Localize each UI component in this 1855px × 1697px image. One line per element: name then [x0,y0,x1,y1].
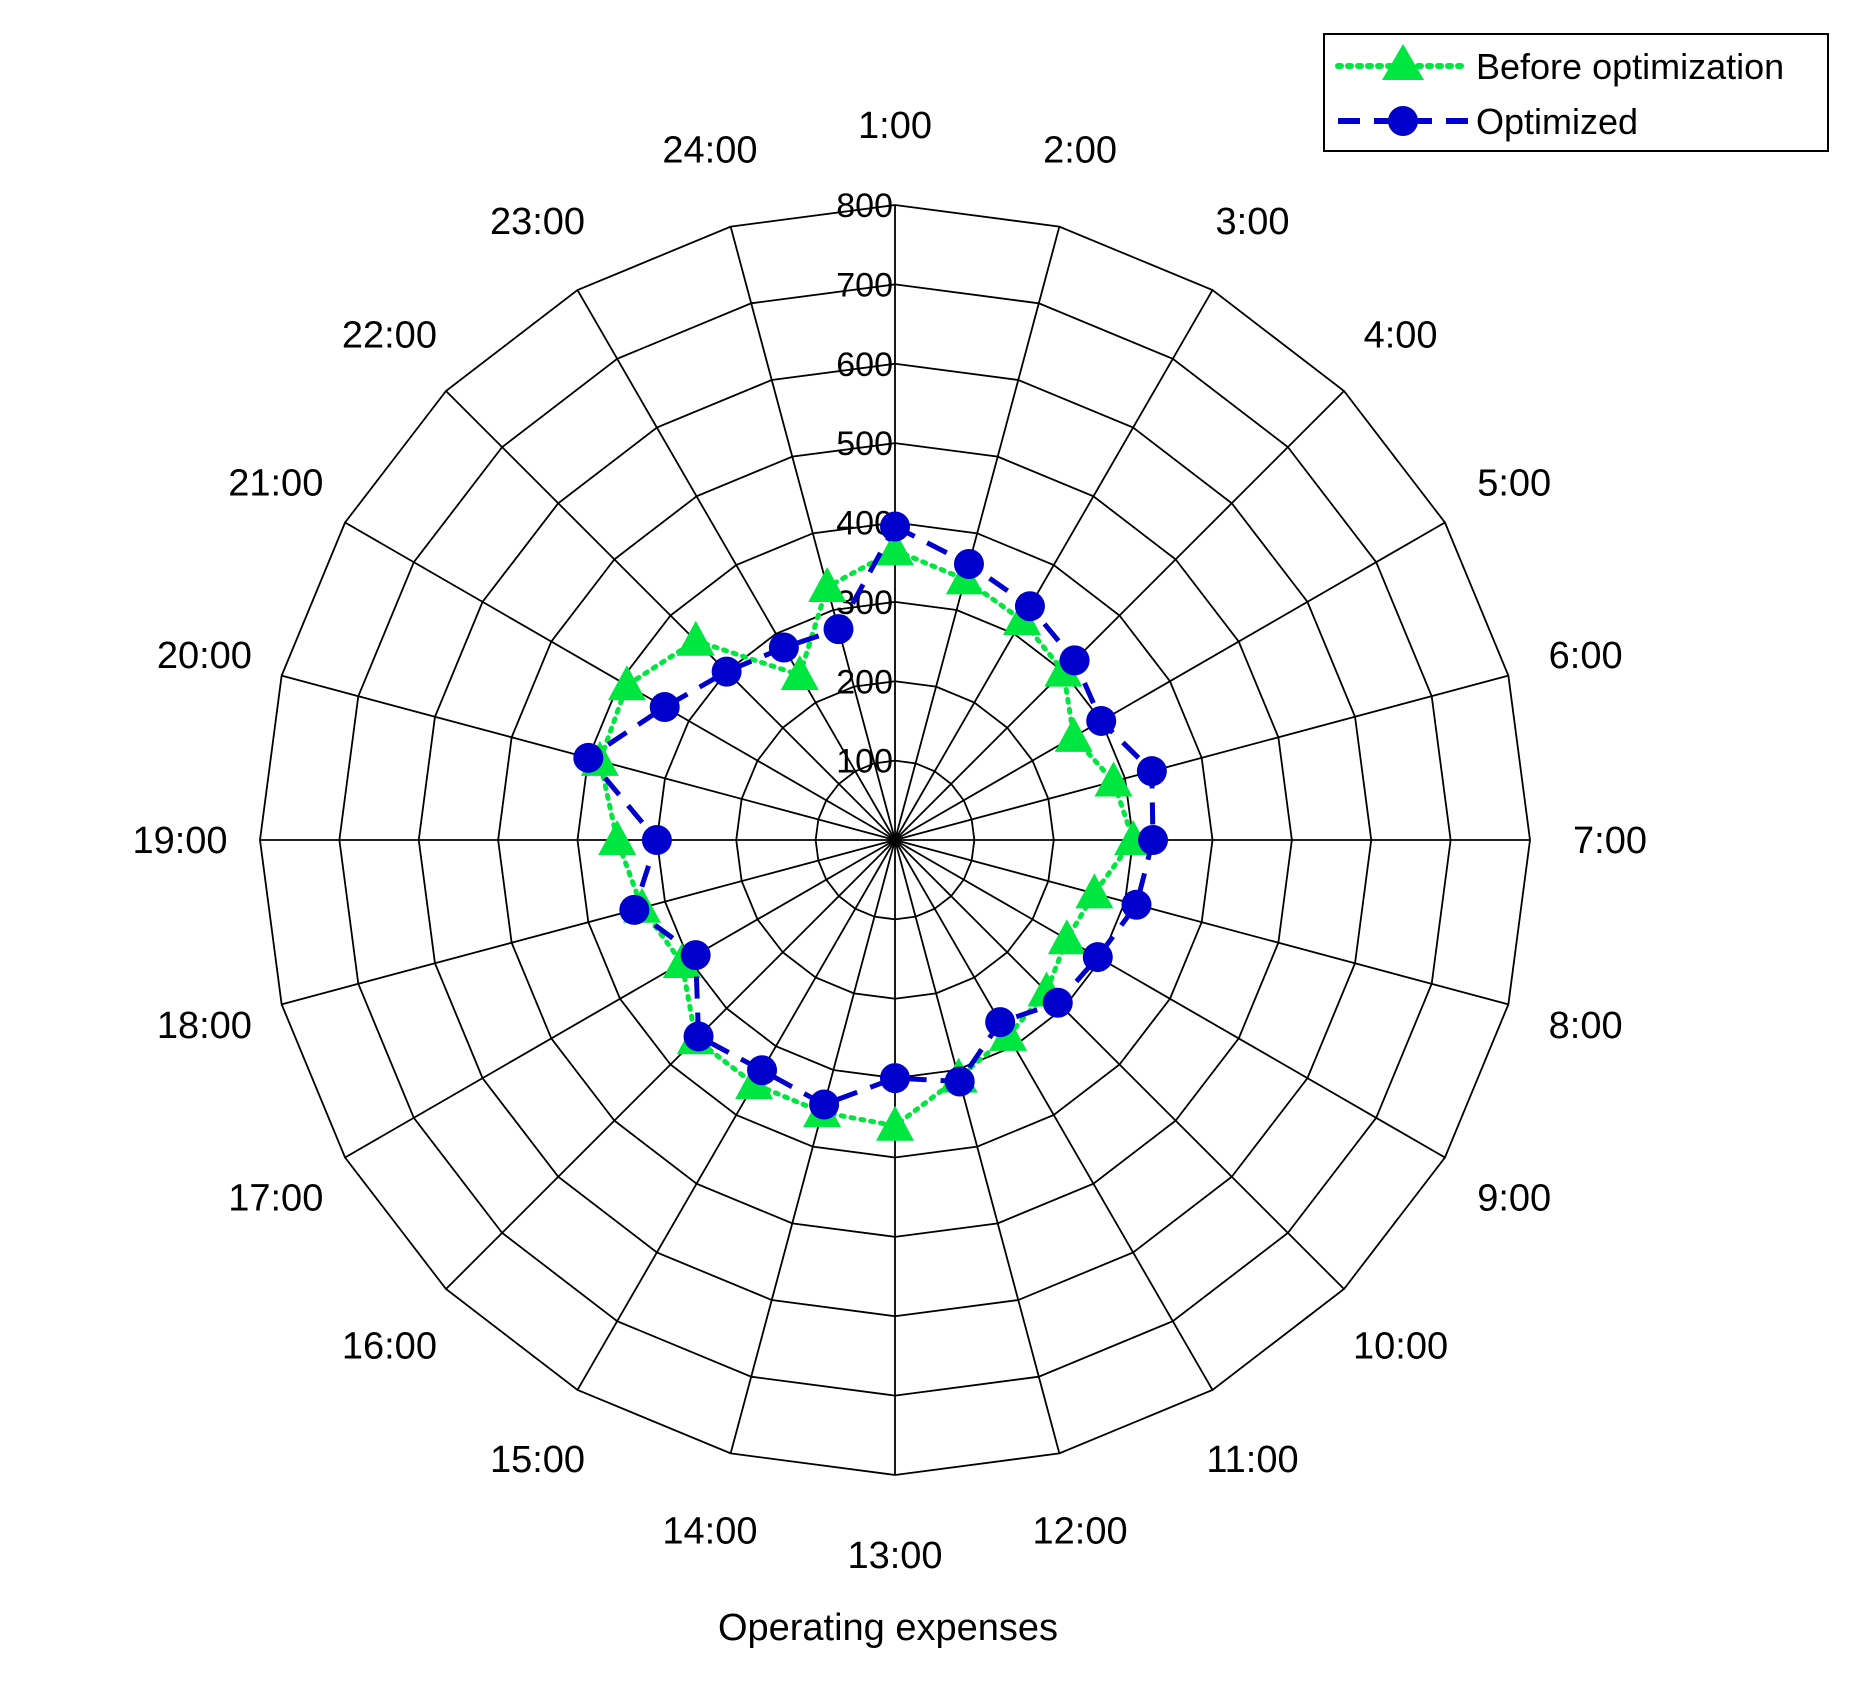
grid-spoke [576,289,896,841]
data-point-circle [747,1055,778,1086]
grid-spoke [729,226,896,841]
grid-spoke [894,839,1446,1159]
grid-spoke [894,839,1509,1006]
data-point-triangle [1047,919,1086,955]
grid-spoke [445,390,896,841]
hour-label: 17:00 [228,1178,323,1220]
hour-label: 7:00 [1573,820,1647,862]
data-point-triangle [780,655,819,691]
hour-label: 12:00 [1033,1511,1128,1553]
radial-tick-label: 600 [836,346,893,384]
x-axis-label: Operating expenses [718,1607,1058,1649]
data-point-circle [649,692,680,723]
data-point-triangle [676,620,715,656]
grid-spoke [894,289,1214,841]
legend: Before optimization Optimized [1323,33,1829,152]
series-optimized [573,511,1168,1120]
data-point-circle [1082,942,1113,973]
radial-tick-label: 700 [836,266,893,304]
data-point-circle [944,1066,975,1097]
hour-label: 23:00 [490,201,585,243]
hour-label: 5:00 [1477,463,1551,505]
radial-tick-label: 500 [836,425,893,463]
legend-marker-circle [1388,106,1418,136]
data-point-circle [985,1007,1016,1038]
grid-spoke [344,839,896,1159]
data-point-circle [1086,705,1117,736]
data-point-circle [1121,889,1152,920]
data-point-circle [953,548,984,579]
hour-label: 13:00 [847,1535,942,1577]
hour-label: 15:00 [490,1439,585,1481]
data-point-triangle [876,1105,914,1141]
data-point-circle [768,632,799,663]
radial-tick-label: 300 [836,584,893,622]
data-point-triangle [1054,716,1093,752]
data-point-circle [619,894,650,925]
grid-spoke [729,839,896,1454]
data-series [573,511,1168,1141]
data-point-circle [1059,645,1090,676]
hour-label: 22:00 [342,314,437,356]
hour-label: 11:00 [1206,1439,1298,1481]
hour-label: 16:00 [342,1326,437,1368]
radar-spokes [260,205,1530,1475]
hour-label: 20:00 [157,635,252,677]
hour-label: 14:00 [662,1511,757,1553]
data-point-triangle [607,665,646,701]
data-point-circle [880,511,910,542]
grid-spoke [894,839,1214,1391]
hour-label: 24:00 [662,129,757,171]
data-point-circle [1014,591,1045,622]
grid-spoke [576,839,896,1391]
legend-marker-triangle [1382,44,1424,80]
grid-spoke [894,226,1061,841]
data-point-circle [683,1021,714,1052]
data-point-triangle [1094,761,1133,797]
data-point-circle [641,825,672,855]
grid-spoke [894,839,1345,1290]
data-point-triangle [1075,873,1114,909]
legend-label-before-optimization: Before optimization [1476,46,1784,87]
grid-spoke [894,390,1345,841]
hour-label: 6:00 [1549,635,1623,677]
hour-label: 10:00 [1353,1326,1448,1368]
hour-label: 19:00 [132,820,227,862]
data-point-circle [1137,825,1168,855]
hour-label: 8:00 [1549,1005,1623,1047]
hour-labels: 1:00 2:00 3:00 4:00 5:00 6:00 7:00 8:00 9:00 10:0… [132,105,1647,1577]
data-point-circle [823,614,854,645]
hour-label: 1:00 [858,105,932,147]
data-point-triangle [808,566,847,602]
grid-spoke [894,839,1061,1454]
radial-tick-label: 800 [836,187,893,225]
data-point-circle [711,656,742,687]
hour-label: 4:00 [1364,314,1438,356]
legend-label-optimized: Optimized [1476,101,1638,142]
radial-tick-label: 200 [836,663,893,701]
data-point-circle [1042,987,1073,1018]
hour-label: 2:00 [1043,129,1117,171]
hour-label: 18:00 [157,1005,252,1047]
grid-spoke [281,839,896,1006]
data-point-triangle [598,820,637,855]
grid-spoke [445,839,896,1290]
radial-tick-label: 100 [836,743,893,781]
grid-spoke [894,674,1509,841]
hour-label: 21:00 [228,463,323,505]
data-point-circle [880,1063,910,1094]
hour-label: 9:00 [1477,1178,1551,1220]
data-point-circle [809,1089,840,1120]
data-point-circle [680,940,711,971]
grid-spoke [894,521,1446,841]
hour-label: 3:00 [1216,201,1290,243]
data-point-circle [1136,756,1167,787]
data-point-circle [573,742,604,773]
data-point-triangle [876,530,914,566]
